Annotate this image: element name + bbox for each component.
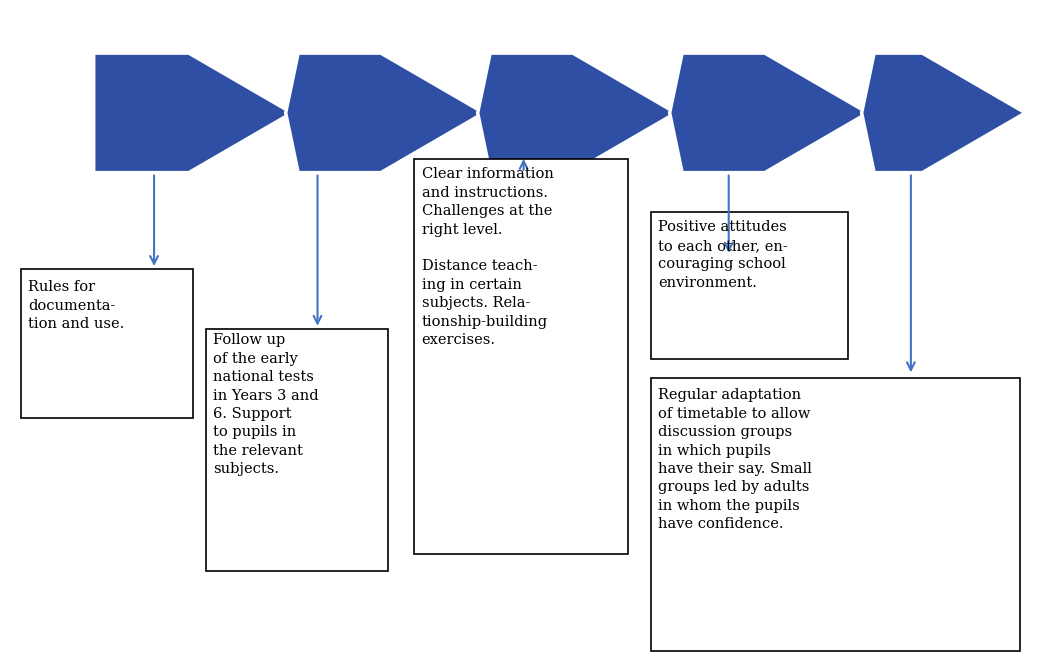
Polygon shape [94, 53, 291, 173]
FancyBboxPatch shape [21, 269, 193, 418]
Text: Regular adaptation
of timetable to allow
discussion groups
in which pupils
have : Regular adaptation of timetable to allow… [658, 388, 812, 531]
Text: Rules for
documenta-
tion and use.: Rules for documenta- tion and use. [28, 280, 124, 331]
FancyBboxPatch shape [651, 378, 1020, 651]
Text: Clear information
and instructions.
Challenges at the
right level.

Distance tea: Clear information and instructions. Chal… [422, 167, 554, 347]
FancyBboxPatch shape [414, 159, 628, 554]
FancyBboxPatch shape [651, 212, 848, 359]
Polygon shape [669, 53, 868, 173]
Polygon shape [478, 53, 676, 173]
Text: Follow up
of the early
national tests
in Years 3 and
6. Support
to pupils in
the: Follow up of the early national tests in… [213, 333, 319, 476]
FancyBboxPatch shape [206, 329, 388, 571]
Text: Positive attitudes
to each other, en-
couraging school
environment.: Positive attitudes to each other, en- co… [658, 220, 788, 290]
Polygon shape [285, 53, 484, 173]
Polygon shape [862, 53, 1025, 173]
